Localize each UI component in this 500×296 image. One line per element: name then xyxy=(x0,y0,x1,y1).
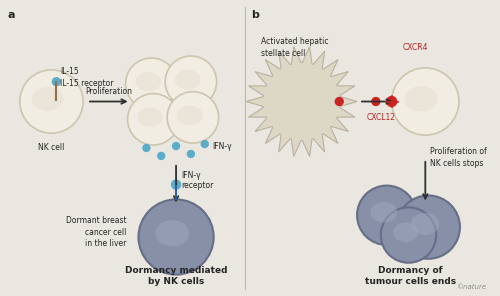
Circle shape xyxy=(392,68,459,135)
Ellipse shape xyxy=(156,220,189,246)
Text: b: b xyxy=(251,9,259,20)
Text: Dormancy mediated
by NK cells: Dormancy mediated by NK cells xyxy=(125,266,228,287)
Ellipse shape xyxy=(394,223,418,242)
Circle shape xyxy=(158,152,164,159)
Polygon shape xyxy=(264,64,340,139)
Polygon shape xyxy=(246,47,357,156)
Circle shape xyxy=(143,144,150,152)
Circle shape xyxy=(138,200,214,275)
Circle shape xyxy=(202,141,208,147)
Circle shape xyxy=(52,78,60,86)
Text: IFN-γ: IFN-γ xyxy=(212,141,233,151)
Circle shape xyxy=(357,186,416,245)
Text: NK cell: NK cell xyxy=(38,143,64,152)
Circle shape xyxy=(165,56,216,107)
Text: Proliferation of
NK cells stops: Proliferation of NK cells stops xyxy=(430,147,487,168)
Text: IFN-γ
receptor: IFN-γ receptor xyxy=(181,171,214,190)
Text: IL-15 receptor: IL-15 receptor xyxy=(60,79,114,88)
Circle shape xyxy=(381,207,436,263)
Ellipse shape xyxy=(411,213,440,235)
Circle shape xyxy=(128,94,179,145)
Text: Dormant breast
cancer cell
in the liver: Dormant breast cancer cell in the liver xyxy=(66,216,126,248)
Ellipse shape xyxy=(138,108,163,127)
Text: IL-15: IL-15 xyxy=(60,67,79,76)
Circle shape xyxy=(172,143,180,149)
Circle shape xyxy=(126,58,177,110)
Circle shape xyxy=(396,195,460,259)
Ellipse shape xyxy=(32,87,64,111)
Circle shape xyxy=(386,96,396,107)
Ellipse shape xyxy=(136,72,161,91)
Circle shape xyxy=(167,92,218,143)
Text: a: a xyxy=(8,9,16,20)
Circle shape xyxy=(336,98,343,105)
Text: Activated hepatic
stellate cell: Activated hepatic stellate cell xyxy=(261,37,328,58)
Ellipse shape xyxy=(370,202,397,223)
Text: Proliferation: Proliferation xyxy=(86,86,132,96)
Circle shape xyxy=(188,150,194,157)
Circle shape xyxy=(172,180,180,189)
Ellipse shape xyxy=(404,86,438,111)
Text: CXCL12: CXCL12 xyxy=(366,113,396,122)
Text: CXCR4: CXCR4 xyxy=(402,43,428,52)
Text: Dormancy of
tumour cells ends: Dormancy of tumour cells ends xyxy=(365,266,456,287)
Circle shape xyxy=(20,70,83,133)
Ellipse shape xyxy=(175,70,201,89)
Text: ©nature: ©nature xyxy=(456,284,486,290)
Circle shape xyxy=(372,98,380,105)
Ellipse shape xyxy=(177,106,203,125)
